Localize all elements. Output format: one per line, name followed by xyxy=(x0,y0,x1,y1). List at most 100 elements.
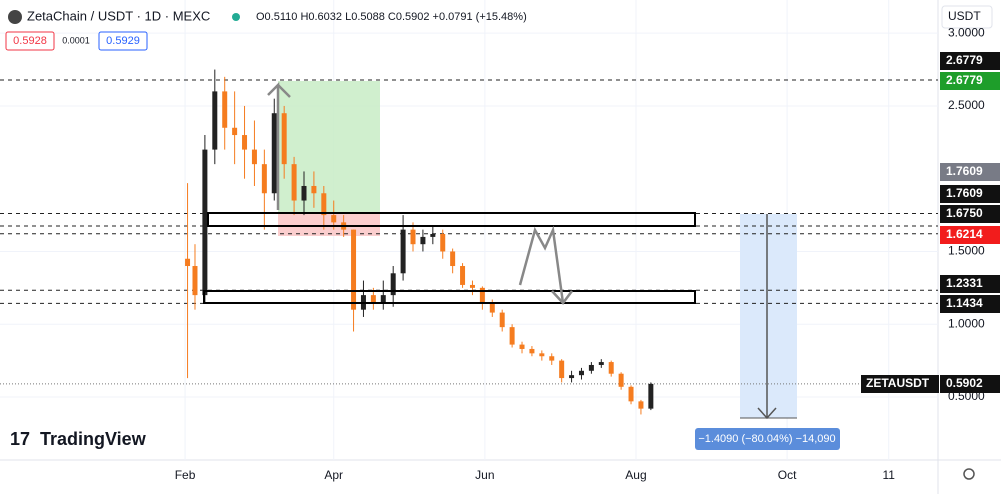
candle-body xyxy=(509,327,515,345)
candle-body xyxy=(271,113,277,194)
y-tick-label: 1.5000 xyxy=(948,244,985,258)
candle-body xyxy=(430,234,436,237)
candle-body xyxy=(460,266,466,285)
x-tick-label: Jun xyxy=(475,468,494,482)
candle-body xyxy=(251,149,257,165)
candle-body xyxy=(400,229,406,274)
y-tick-label: 1.0000 xyxy=(948,316,985,330)
price-label: 1.6214 xyxy=(946,227,983,241)
candle-body xyxy=(519,344,525,349)
currency-box[interactable] xyxy=(941,5,993,29)
candle-body xyxy=(539,353,545,357)
drawings-front: −1.4090 (−80.04%) −14,090 xyxy=(203,81,840,450)
candle-body xyxy=(380,295,386,303)
price-label-box xyxy=(940,375,1000,393)
buy-box[interactable] xyxy=(98,31,148,51)
candle-body xyxy=(410,229,416,245)
measure-label: −1.4090 (−80.04%) −14,090 xyxy=(698,433,835,445)
candle-body xyxy=(291,164,297,201)
symbol-title: ZetaChain / USDT · 1D · MEXC xyxy=(27,8,210,23)
x-tick-label: 11 xyxy=(882,468,895,482)
candle-body xyxy=(232,127,238,136)
price-label: 0.5902 xyxy=(946,376,983,390)
candle-body xyxy=(608,362,614,374)
candles xyxy=(185,69,654,415)
candle-body xyxy=(212,91,218,150)
candle-body xyxy=(499,312,505,328)
candle-body xyxy=(588,364,594,371)
candle-body xyxy=(351,229,357,310)
ask[interactable]: 0.5929 xyxy=(106,35,140,47)
candle-body xyxy=(331,215,337,223)
coin-icon xyxy=(8,10,22,24)
price-label-box xyxy=(940,226,1000,244)
status-dot xyxy=(232,13,240,21)
arrow-head xyxy=(551,290,573,305)
price-label: 2.6779 xyxy=(946,53,983,67)
price-label: 1.1434 xyxy=(946,296,983,310)
candle-body xyxy=(638,401,644,409)
price-label-box xyxy=(940,163,1000,181)
candle-body xyxy=(242,135,248,150)
candle-body xyxy=(390,273,396,296)
x-tick-label: Feb xyxy=(175,468,196,482)
candle-body xyxy=(529,348,535,354)
candle-body xyxy=(569,375,575,379)
candle-body xyxy=(261,164,267,194)
candle-body xyxy=(440,234,446,252)
candle-body xyxy=(192,266,198,296)
candle-body xyxy=(648,383,654,409)
y-tick-label: 3.0000 xyxy=(948,25,985,39)
price-label: 1.7609 xyxy=(946,186,983,200)
x-tick-label: Oct xyxy=(778,468,797,482)
candle-body xyxy=(311,185,317,194)
x-tick-label: Apr xyxy=(324,468,343,482)
price-label: 1.2331 xyxy=(946,276,983,290)
price-label: 2.6779 xyxy=(946,73,983,87)
candle-body xyxy=(628,386,634,402)
settings-icon[interactable] xyxy=(963,468,975,480)
price-label-box xyxy=(940,52,1000,70)
candle-body xyxy=(281,113,287,165)
measure-box xyxy=(695,428,840,450)
candle-body xyxy=(185,258,191,267)
spread: 0.0001 xyxy=(62,35,90,45)
price-label-box xyxy=(940,275,1000,293)
price-label: 1.6750 xyxy=(946,206,983,220)
bid[interactable]: 0.5928 xyxy=(13,35,47,47)
candle-body xyxy=(489,302,495,313)
currency[interactable]: USDT xyxy=(948,9,981,23)
candle-body xyxy=(479,287,485,303)
candle-body xyxy=(202,149,208,296)
candle-body xyxy=(321,193,327,216)
candle-body xyxy=(370,295,376,303)
header: ZetaChain / USDT · 1D · MEXC O0.5110 H0.… xyxy=(5,5,993,480)
price-label-box xyxy=(940,72,1000,90)
y-tick-label: 2.5000 xyxy=(948,98,985,112)
symbol-box xyxy=(861,375,939,393)
zone-rect xyxy=(203,290,696,304)
zone-rect xyxy=(207,212,696,227)
brand: TradingView xyxy=(40,429,147,449)
candle-body xyxy=(450,251,456,267)
x-tick-label: Aug xyxy=(625,468,646,482)
candle-body xyxy=(222,91,228,128)
logo-mark: 17 xyxy=(10,429,30,449)
sell-box[interactable] xyxy=(5,31,55,51)
price-label-box xyxy=(940,205,1000,223)
price-label-box xyxy=(940,185,1000,203)
arrow-head xyxy=(277,84,291,98)
candle-body xyxy=(618,373,624,387)
price-lines xyxy=(0,79,938,385)
candle-body xyxy=(598,362,604,365)
candle-body xyxy=(469,284,475,288)
candle-body xyxy=(549,356,555,361)
candle-body xyxy=(559,360,565,379)
price-label: 1.7609 xyxy=(946,164,983,178)
ohlc-legend: O0.5110 H0.6032 L0.5088 C0.5902 +0.0791 … xyxy=(256,11,527,23)
measure-zone xyxy=(740,214,797,418)
candle-body xyxy=(578,370,584,376)
